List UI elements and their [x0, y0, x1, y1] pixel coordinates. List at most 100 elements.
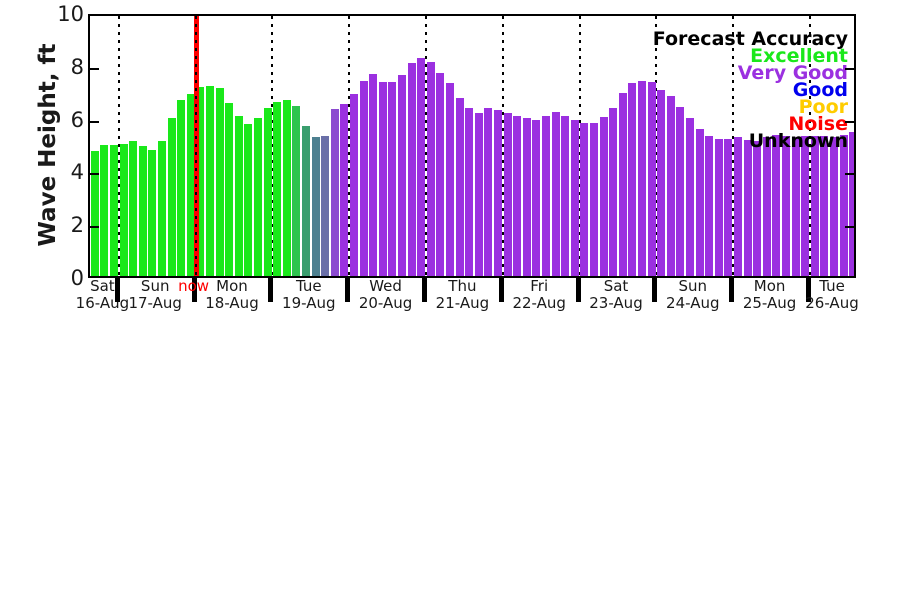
y-tick-label-10: 10 [57, 2, 84, 26]
y-tick-mark-2 [90, 226, 99, 229]
bar [772, 134, 781, 276]
day-divider-23-Aug [655, 16, 658, 276]
bar [177, 100, 186, 276]
bar [282, 100, 291, 276]
day-divider-25-Aug [809, 16, 811, 276]
bar [638, 80, 646, 276]
bar [196, 87, 205, 276]
bar [273, 102, 282, 276]
bar [119, 144, 128, 276]
day-divider-19-Aug [348, 16, 351, 276]
bar [839, 134, 848, 276]
y-tick-mark-6 [845, 120, 854, 123]
bar [378, 81, 387, 276]
bar [705, 136, 714, 276]
bar [455, 97, 464, 276]
bar [340, 104, 349, 276]
y-tick-label-0: 0 [70, 266, 84, 290]
bar [647, 81, 656, 276]
bar [244, 124, 253, 276]
bar [234, 116, 243, 276]
x-day-label-21-Aug: Thu 21-Aug [404, 279, 521, 311]
x-day-name: Sun [140, 277, 170, 295]
bar [90, 150, 99, 276]
bar [551, 112, 560, 276]
now-line-dots [194, 16, 197, 276]
bar [474, 112, 483, 276]
bar [484, 107, 493, 276]
x-day-label-23-Aug: Sat 23-Aug [558, 279, 675, 311]
x-day-name: Sat [603, 277, 629, 295]
x-day-label-18-Aug: Mon 18-Aug [174, 279, 291, 311]
bar [263, 108, 272, 276]
now-label: now [178, 277, 210, 295]
day-divider-16-Aug [117, 16, 120, 276]
day-separator [806, 278, 811, 302]
bar [666, 96, 675, 276]
bar [753, 140, 762, 276]
x-day-label-20-Aug: Wed 20-Aug [327, 279, 444, 311]
day-separator [345, 278, 351, 302]
plot-area: Forecast Accuracy Excellent Very Good Good P… [88, 14, 856, 278]
bar [436, 72, 445, 276]
day-separator [729, 278, 735, 302]
bar [129, 140, 138, 276]
day-divider-18-Aug [271, 16, 274, 276]
x-day-name: Fri [530, 277, 549, 295]
day-divider-20-Aug [425, 16, 427, 276]
day-separator [114, 278, 120, 302]
day-separator [268, 278, 274, 302]
x-day-label-24-Aug: Sun 24-Aug [634, 279, 751, 311]
bar [254, 117, 262, 276]
x-day-label-25-Aug: Mon 25-Aug [711, 279, 828, 311]
x-day-date: 26-Aug [805, 294, 859, 312]
bar [570, 120, 579, 276]
y-tick-mark-8 [90, 67, 99, 70]
y-tick-label-8: 8 [70, 54, 84, 79]
x-day-date: 17-Aug [128, 294, 182, 312]
bar [359, 80, 368, 276]
x-day-label-19-Aug: Tue 19-Aug [250, 279, 367, 311]
x-day-name: Mon [216, 277, 248, 295]
day-separator [191, 278, 197, 302]
bar [743, 140, 752, 276]
bar [446, 83, 454, 276]
bar [580, 123, 589, 276]
x-day-date: 24-Aug [666, 294, 720, 312]
bar [503, 112, 512, 276]
x-day-date: 23-Aug [589, 294, 643, 312]
bar [321, 135, 330, 276]
bar [849, 132, 854, 276]
bar [148, 149, 157, 276]
bar [686, 117, 694, 276]
bar [311, 137, 320, 276]
day-divider-21-Aug [501, 16, 504, 276]
bar [100, 145, 109, 276]
x-day-name: Mon [753, 277, 786, 295]
x-day-date: 22-Aug [512, 294, 566, 312]
bar [599, 117, 608, 276]
y-tick-mark-4 [90, 173, 99, 176]
bar [590, 122, 598, 276]
bar [494, 109, 502, 276]
x-day-label-22-Aug: Fri 22-Aug [481, 279, 598, 311]
x-day-name: Sat [90, 277, 115, 295]
y-axis-tick-labels: 0 2 4 6 8 10 [20, 0, 84, 300]
x-day-name: Wed [369, 277, 402, 295]
x-day-date: 25-Aug [742, 294, 797, 312]
bar [138, 145, 147, 276]
bar [724, 138, 733, 276]
y-tick-mark-2 [845, 226, 854, 229]
bars-layer [90, 16, 854, 276]
x-day-name: Tue [819, 277, 845, 295]
bar [522, 118, 531, 276]
y-tick-mark-8 [845, 67, 854, 70]
bar [791, 136, 800, 276]
bar [532, 120, 541, 276]
bar [820, 136, 829, 276]
bar [609, 108, 618, 276]
y-tick-label-2: 2 [70, 213, 84, 238]
bar [810, 135, 819, 276]
bar [330, 109, 339, 276]
